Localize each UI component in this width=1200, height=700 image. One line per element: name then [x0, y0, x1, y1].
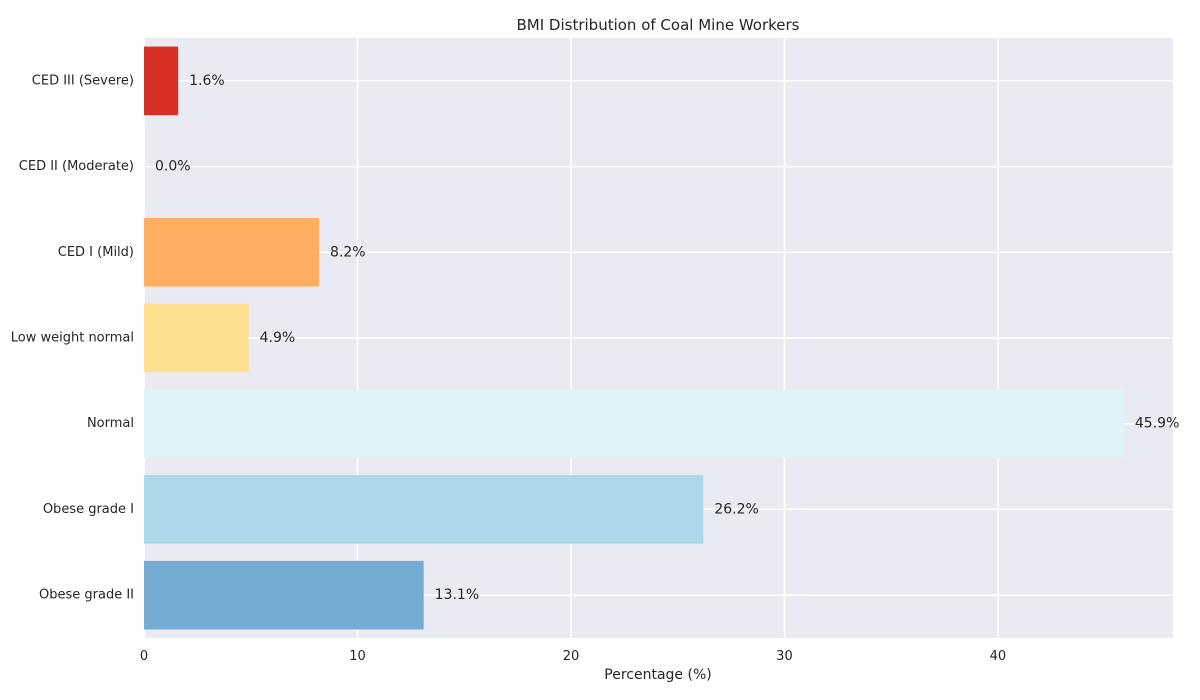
bar — [144, 475, 704, 544]
y-tick-label: CED II (Moderate) — [19, 159, 134, 174]
data-label: 0.0% — [155, 159, 191, 175]
y-tick-label: Normal — [87, 416, 134, 431]
bar — [144, 218, 320, 287]
x-tick-label: 30 — [776, 649, 793, 664]
value-labels: 1.6% 0.0% 8.2% 4.9% 45.9% 26.2% 13.1% — [155, 73, 1179, 603]
bar — [144, 560, 424, 630]
data-label: 1.6% — [189, 73, 225, 89]
data-label: 26.2% — [714, 501, 758, 517]
x-axis-tick-labels: 0 10 20 30 40 — [140, 649, 1006, 664]
data-label: 13.1% — [435, 587, 479, 603]
data-label: 8.2% — [330, 244, 366, 260]
x-axis-label: Percentage (%) — [604, 667, 711, 683]
data-label: 45.9% — [1135, 416, 1179, 432]
y-tick-label: CED I (Mild) — [58, 245, 134, 260]
y-tick-label: Obese grade I — [43, 502, 134, 517]
x-tick-label: 20 — [563, 649, 580, 664]
y-tick-label: Low weight normal — [11, 331, 134, 346]
y-tick-label: CED III (Severe) — [32, 73, 134, 88]
x-tick-label: 10 — [349, 649, 366, 664]
bar — [144, 46, 179, 116]
x-tick-label: 40 — [990, 649, 1007, 664]
y-axis-tick-labels: CED III (Severe) CED II (Moderate) CED I (… — [11, 73, 134, 602]
data-label: 4.9% — [260, 330, 296, 346]
chart-title: BMI Distribution of Coal Mine Workers — [517, 16, 800, 34]
bar — [144, 303, 249, 373]
x-tick-label: 0 — [140, 649, 148, 664]
bar — [144, 389, 1124, 458]
bars — [144, 46, 1124, 630]
y-tick-label: Obese grade II — [39, 588, 134, 603]
